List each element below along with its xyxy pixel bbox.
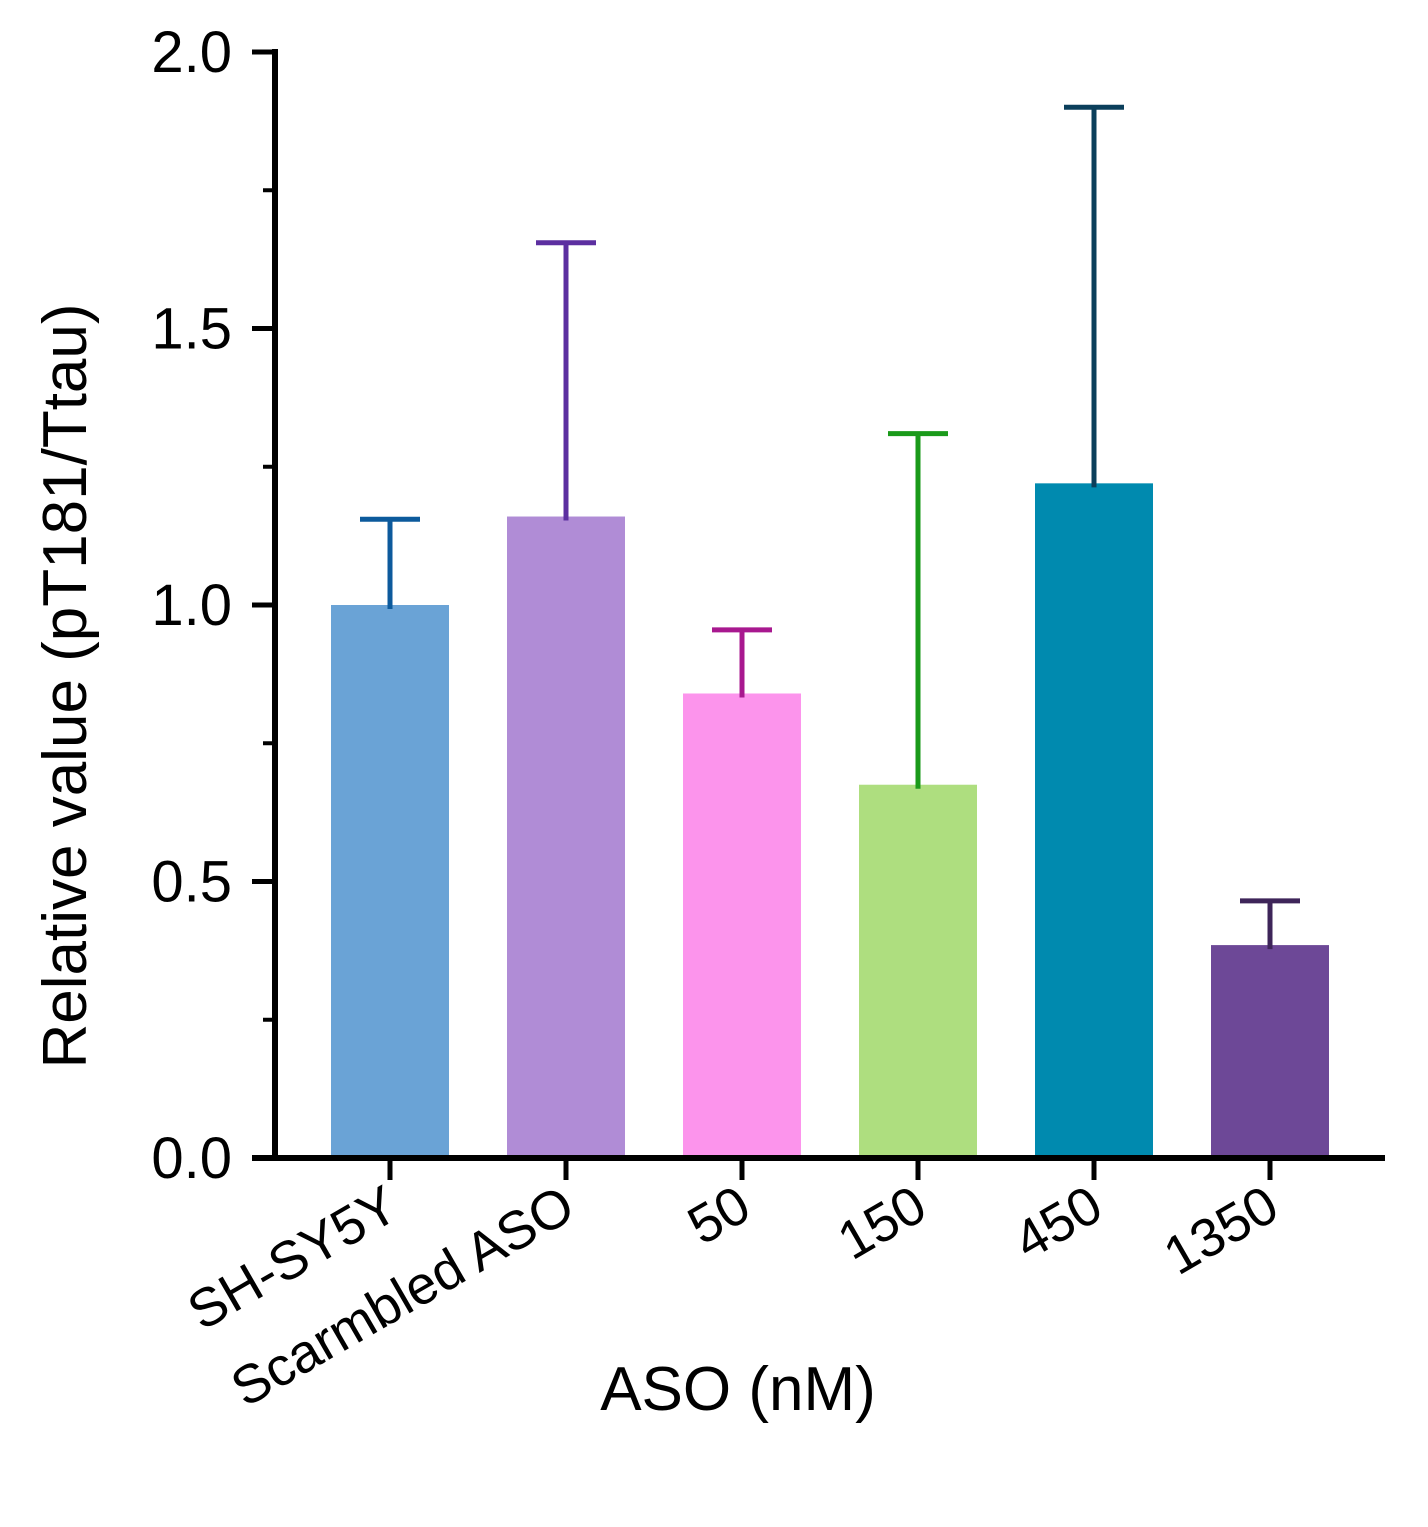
error-bar-1	[360, 516, 420, 609]
x-axis-title: ASO (nM)	[600, 1355, 876, 1424]
bar-3	[683, 693, 801, 1158]
axes-layer	[252, 49, 1385, 1180]
bar-1	[331, 605, 449, 1158]
bar-5	[1035, 483, 1153, 1159]
bars-layer	[331, 483, 1329, 1159]
x-tick-label-5: 450	[1004, 1174, 1112, 1271]
y-tick-label-1: 0.0	[151, 1126, 232, 1191]
error-bar-3	[712, 627, 772, 698]
x-tick-label-3: 50	[678, 1174, 760, 1256]
y-tick-label-2: 0.5	[151, 850, 232, 915]
error-bars-layer	[360, 104, 1300, 950]
x-tick-label-6: 1350	[1154, 1174, 1288, 1286]
y-tick-label-4: 1.5	[151, 297, 232, 362]
bar-4	[859, 784, 977, 1158]
error-bar-6	[1240, 898, 1300, 950]
error-bar-4	[888, 431, 948, 789]
x-tick-label-4: 150	[828, 1174, 936, 1271]
y-tick-label-5: 2.0	[151, 20, 232, 85]
bar-6	[1211, 945, 1329, 1158]
error-bar-5	[1064, 104, 1124, 488]
y-tick-label-3: 1.0	[151, 573, 232, 638]
error-bar-2	[536, 240, 596, 521]
bar-2	[507, 516, 625, 1158]
y-axis-title: Relative value (pT181/Ttau)	[31, 303, 100, 1068]
